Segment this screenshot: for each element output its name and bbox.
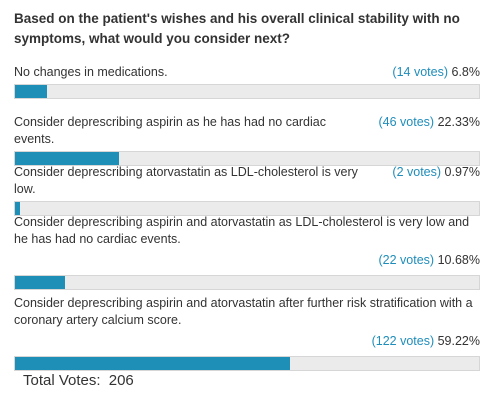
poll-option-votes[interactable]: (46 votes) (378, 115, 435, 129)
total-votes-label: Total Votes: (23, 372, 101, 389)
poll-option-votes[interactable]: (14 votes) (392, 65, 449, 79)
poll-option-percent: 6.8% (451, 65, 481, 79)
poll-option-votes[interactable]: (22 votes) (378, 253, 435, 267)
poll-option-percent: 10.68% (437, 253, 480, 267)
poll-option-label: Consider deprescribing aspirin as he has… (14, 115, 326, 146)
poll-option-percent: 59.22% (437, 334, 480, 348)
poll-option: Consider deprescribing aspirin as he has… (14, 114, 480, 166)
poll-result-bar (14, 275, 480, 290)
poll-option: Consider deprescribing atorvastatin as L… (14, 164, 480, 216)
poll-option-label: No changes in medications. (14, 65, 168, 79)
poll-result-bar-fill (15, 152, 119, 165)
poll-option-label: Consider deprescribing aspirin and atorv… (14, 296, 473, 327)
poll-option-stats: (14 votes) 6.8% (392, 64, 480, 81)
poll-option-stats: (2 votes) 0.97% (392, 164, 480, 181)
total-votes-value: 206 (108, 372, 134, 389)
poll-result-bar (14, 84, 480, 99)
poll-option-stats: (22 votes) 10.68% (14, 252, 480, 269)
poll-option-percent: 22.33% (437, 115, 480, 129)
poll-result-bar-fill (15, 202, 20, 215)
poll-option-label: Consider deprescribing atorvastatin as L… (14, 165, 358, 196)
poll-option-stats: (46 votes) 22.33% (379, 114, 480, 131)
poll-option-percent: 0.97% (444, 165, 480, 179)
total-votes: Total Votes: 206 (23, 372, 134, 389)
poll-result-bar (14, 201, 480, 216)
poll-option-stats: (122 votes) 59.22% (14, 333, 480, 350)
poll-option: Consider deprescribing aspirin and atorv… (14, 214, 480, 290)
poll-question: Based on the patient's wishes and his ov… (14, 11, 460, 46)
poll-result-bar-fill (15, 357, 290, 370)
poll-option-label: Consider deprescribing aspirin and atorv… (14, 215, 470, 246)
poll-result-bar-fill (15, 85, 47, 98)
poll-option: No changes in medications. (14 votes) 6.… (14, 64, 480, 99)
poll-result-bar (14, 151, 480, 166)
poll-option-votes[interactable]: (122 votes) (371, 334, 435, 348)
poll-result-bar-fill (15, 276, 65, 289)
poll-result-bar (14, 356, 480, 371)
poll-option: Consider deprescribing aspirin and atorv… (14, 295, 480, 371)
poll-option-votes[interactable]: (2 votes) (392, 165, 442, 179)
